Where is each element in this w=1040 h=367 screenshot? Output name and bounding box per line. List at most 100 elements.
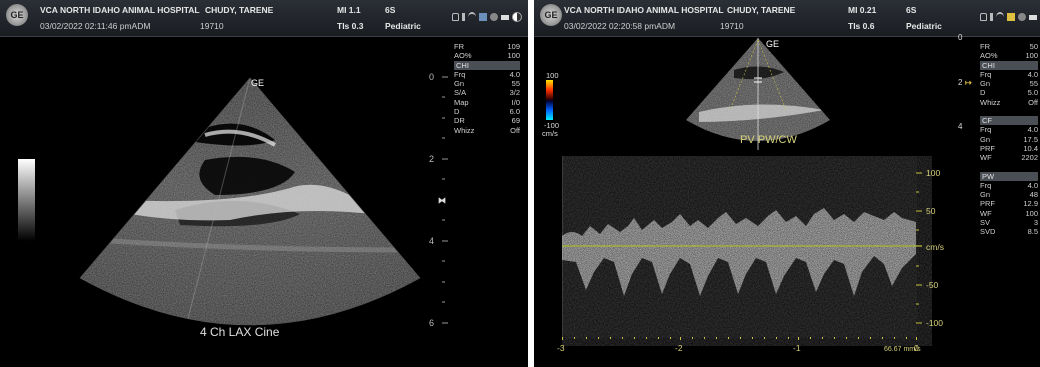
doppler-mode-label: PV PW/CW [740, 134, 797, 146]
param-value: 3/2 [509, 88, 520, 98]
param-value: 2202 [1021, 153, 1038, 163]
param-value: 55 [511, 79, 520, 89]
image-caption: 4 Ch LAX Cine [200, 325, 280, 339]
depth-ruler [442, 76, 448, 324]
grayscale-bar [18, 159, 35, 241]
patient-id: 19710 [720, 21, 744, 31]
param-row: Frq 4.0 [980, 125, 1038, 134]
velocity-unit-label: cm/s [926, 242, 944, 252]
param-label: SV [980, 218, 991, 228]
param-label: AO% [980, 51, 998, 61]
lock-icon [980, 13, 987, 21]
param-value: 10.4 [1023, 143, 1038, 153]
param-spacer [980, 163, 1038, 172]
param-label: AO% [454, 51, 472, 61]
param-row: PRF 10.4 [980, 144, 1038, 153]
param-row: SV 3 [980, 218, 1038, 227]
param-value: 109 [507, 42, 520, 51]
param-row: Gn 17.5 [980, 135, 1038, 144]
time-axis [562, 337, 917, 340]
color-bar-unit: cm/s [542, 129, 558, 138]
focus-marker-icon: ⧓ [438, 196, 446, 205]
right-header: GE VCA NORTH IDAHO ANIMAL HOSPITAL CHUDY… [534, 0, 1040, 37]
tis-value: TIs 0.3 [337, 21, 364, 31]
depth-tick-label: 6 [429, 318, 435, 328]
hospital-name: VCA NORTH IDAHO ANIMAL HOSPITAL [40, 5, 200, 15]
param-value: 50 [1029, 42, 1038, 51]
param-label: WF [980, 208, 992, 218]
patient-id: 19710 [200, 21, 224, 31]
velocity-tick-label: -100 [926, 318, 944, 328]
param-label: WF [980, 153, 992, 163]
param-row: Whizz Off [454, 126, 520, 135]
time-tick-label: -3 [557, 343, 565, 353]
param-value: 4.0 [1027, 180, 1038, 190]
patient-name: CHUDY, TARENE [727, 5, 796, 15]
battery-icon [1029, 14, 1037, 20]
mi-value: MI 0.21 [848, 5, 877, 15]
param-label: Map [454, 97, 469, 107]
param-label: Gn [980, 134, 991, 144]
param-label: PRF [980, 199, 995, 209]
left-header: GE VCA NORTH IDAHO ANIMAL HOSPITAL CHUDY… [0, 0, 528, 37]
param-row: D 6.0 [454, 107, 520, 116]
probe-name: 6S [385, 5, 396, 15]
network-icon [1018, 13, 1026, 21]
wifi-icon [996, 12, 1004, 22]
depth-tick-label: 0 [958, 33, 963, 42]
param-row: SVD 8.5 [980, 227, 1038, 236]
contrast-icon [512, 12, 522, 22]
patient-name: CHUDY, TARENE [205, 5, 274, 15]
param-value: 3 [1033, 218, 1038, 228]
param-label: Gn [980, 190, 991, 200]
color-velocity-bar [546, 80, 553, 120]
param-value: 69 [511, 116, 520, 126]
sweep-speed: 66.67 mm/s [884, 346, 921, 353]
param-section-header: CHI [980, 60, 1038, 70]
param-row: AO% 100 [454, 51, 520, 60]
param-value: 4.0 [1027, 125, 1038, 135]
exam-datetime: 03/02/2022 02:11:46 pmADM [40, 21, 151, 31]
param-section-header: PW [980, 171, 1038, 181]
param-row: Whizz Off [980, 98, 1038, 107]
depth-tick-label: 4 [958, 122, 963, 131]
tis-value: TIs 0.6 [848, 21, 875, 31]
gate-marker-icon: ↦ [965, 78, 972, 87]
param-row: S/A 3/2 [454, 88, 520, 97]
param-label: Gn [980, 79, 991, 89]
param-row: AO% 100 [980, 51, 1038, 60]
probe-icon [462, 13, 465, 21]
velocity-tick-label: 50 [926, 206, 936, 216]
depth-tick-label: 2 [958, 78, 963, 87]
probe-icon [990, 13, 993, 21]
network-icon [490, 13, 498, 21]
param-row: Gn 48 [980, 190, 1038, 199]
status-icons [980, 12, 1040, 22]
time-tick-label: -1 [793, 343, 801, 353]
lock-icon [452, 13, 459, 21]
param-label: PRF [980, 143, 995, 153]
wifi-icon [468, 12, 476, 22]
param-row: PRF 12.9 [980, 199, 1038, 208]
param-row: Frq 4.0 [980, 70, 1038, 79]
param-value: 5.0 [1027, 88, 1038, 98]
param-value: 6.0 [509, 107, 520, 117]
param-label: SVD [980, 227, 996, 237]
param-label: FR [454, 42, 464, 51]
preset-name: Pediatric [906, 21, 942, 31]
param-label: D [980, 88, 986, 98]
param-label: Frq [980, 180, 992, 190]
left-ultrasound-panel: GE VCA NORTH IDAHO ANIMAL HOSPITAL CHUDY… [0, 0, 528, 367]
time-tick-label: -2 [675, 343, 683, 353]
param-value: 12.9 [1023, 199, 1038, 209]
param-value: Off [1028, 97, 1038, 107]
status-icons [452, 12, 522, 22]
depth-tick-label: 0 [429, 72, 435, 82]
param-label: Gn [454, 79, 465, 89]
orientation-marker: GE [251, 78, 265, 88]
param-row: Frq 4.0 [980, 181, 1038, 190]
mi-value: MI 1.1 [337, 5, 361, 15]
velocity-scale [916, 172, 922, 324]
time-tick-label: 0 [914, 343, 919, 353]
right-ultrasound-panel: GE VCA NORTH IDAHO ANIMAL HOSPITAL CHUDY… [534, 0, 1040, 367]
